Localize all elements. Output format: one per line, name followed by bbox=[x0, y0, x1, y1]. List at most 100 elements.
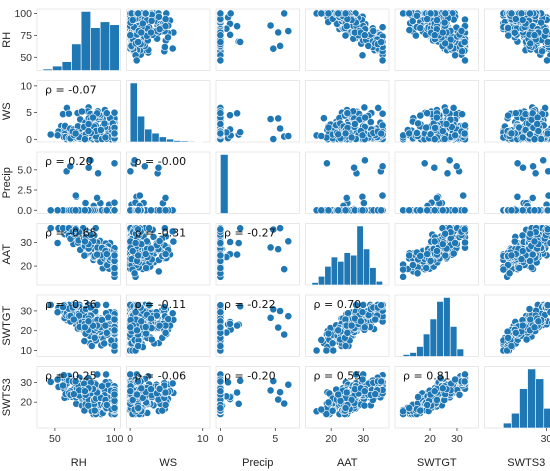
scatter-point bbox=[269, 135, 278, 143]
scatter-point bbox=[405, 26, 414, 34]
scatter-point bbox=[537, 135, 545, 143]
panel-aat-vs-precip: ρ = -0.27 bbox=[215, 223, 300, 286]
scatter-point bbox=[530, 31, 539, 40]
scatter-point bbox=[422, 123, 431, 132]
correlation-label: ρ = -0.27 bbox=[224, 227, 276, 240]
scatter-point bbox=[513, 192, 522, 201]
scatter-point bbox=[135, 191, 144, 200]
scatter-point bbox=[441, 9, 450, 18]
panel-frame bbox=[215, 151, 300, 214]
scatter-point bbox=[78, 107, 86, 116]
scatter-point bbox=[226, 111, 234, 120]
scatter-point bbox=[408, 261, 417, 269]
scatter-point bbox=[216, 38, 225, 46]
hist-bar bbox=[173, 140, 182, 143]
scatter-point bbox=[266, 115, 275, 123]
scatter-point bbox=[134, 251, 143, 260]
hist-bar bbox=[158, 136, 167, 143]
scatter-point bbox=[511, 109, 520, 118]
scatter-point bbox=[131, 239, 140, 247]
scatter-point bbox=[334, 130, 343, 139]
scatter-point bbox=[458, 47, 466, 56]
scatter-point bbox=[543, 129, 550, 138]
scatter-point bbox=[102, 109, 111, 118]
scatter-point bbox=[216, 109, 225, 118]
scatter-point bbox=[342, 22, 351, 31]
scatter-point bbox=[360, 103, 369, 112]
hist-bar bbox=[311, 282, 319, 286]
scatter-point bbox=[102, 206, 111, 215]
scatter-point bbox=[441, 39, 450, 48]
scatter-point bbox=[460, 38, 469, 46]
scatter-point bbox=[284, 132, 293, 140]
scatter-point bbox=[542, 26, 550, 35]
scatter-point bbox=[459, 191, 468, 200]
scatter-point bbox=[276, 124, 284, 133]
scatter-point bbox=[537, 18, 545, 27]
scatter-point bbox=[360, 31, 369, 40]
scatter-point bbox=[461, 56, 469, 65]
scatter-point bbox=[233, 250, 241, 259]
scatter-point bbox=[378, 162, 387, 171]
scatter-point bbox=[147, 206, 155, 215]
scatter-point bbox=[132, 56, 141, 65]
hist-bar bbox=[61, 61, 72, 71]
scatter-point bbox=[81, 199, 90, 207]
panel-precip-vs-precip bbox=[215, 151, 300, 214]
panel-aat-vs-aat bbox=[305, 223, 390, 286]
scatter-point bbox=[378, 121, 387, 130]
scatter-point bbox=[236, 128, 245, 137]
hist-bar bbox=[318, 275, 326, 286]
scatter-point bbox=[359, 199, 368, 207]
scatter-point bbox=[526, 39, 535, 48]
scatter-point bbox=[126, 31, 135, 40]
scatter-point bbox=[430, 163, 439, 172]
scatter-point bbox=[233, 109, 241, 118]
hist-bar bbox=[337, 261, 345, 286]
scatter-point bbox=[341, 206, 350, 215]
hist-bar bbox=[180, 140, 189, 143]
scatter-point bbox=[216, 251, 225, 260]
scatter-point bbox=[411, 31, 420, 40]
scatter-point bbox=[53, 131, 62, 140]
scatter-point bbox=[543, 38, 550, 46]
scatter-point bbox=[161, 206, 170, 215]
scatter-point bbox=[284, 237, 293, 246]
hist-bar bbox=[166, 138, 174, 143]
scatter-point bbox=[341, 129, 350, 138]
scatter-point bbox=[430, 206, 439, 215]
scatter-point bbox=[102, 250, 111, 258]
scatter-point bbox=[160, 43, 169, 51]
hist-bar bbox=[324, 266, 332, 286]
scatter-point bbox=[101, 133, 110, 142]
scatter-point bbox=[324, 9, 333, 18]
scatter-point bbox=[420, 159, 429, 168]
scatter-point bbox=[507, 129, 516, 138]
scatter-point bbox=[84, 127, 93, 136]
scatter-point bbox=[276, 42, 284, 50]
scatter-point bbox=[358, 206, 367, 215]
scatter-point bbox=[110, 251, 119, 260]
hist-bar bbox=[144, 128, 153, 143]
hist-bar bbox=[52, 65, 63, 71]
scatter-point bbox=[510, 28, 519, 37]
scatter-point bbox=[134, 38, 142, 46]
correlation-label: ρ = -0.65 bbox=[45, 227, 97, 240]
y-tick-label: 100 bbox=[14, 8, 32, 20]
panel-rh-vs-swtgt bbox=[394, 8, 479, 71]
scatter-point bbox=[430, 135, 439, 144]
scatter-point bbox=[458, 110, 466, 119]
scatter-point bbox=[399, 272, 407, 281]
scatter-point bbox=[322, 159, 331, 168]
scatter-point bbox=[100, 119, 109, 128]
scatter-point bbox=[226, 30, 234, 39]
scatter-point bbox=[533, 120, 542, 128]
scatter-point bbox=[147, 28, 155, 37]
scatter-point bbox=[538, 47, 547, 56]
scatter-point bbox=[94, 169, 102, 178]
hist-bar bbox=[109, 24, 120, 71]
